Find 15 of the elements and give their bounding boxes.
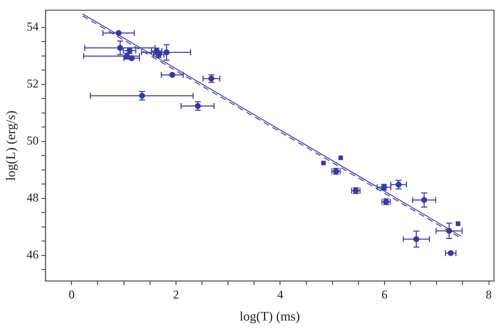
- y-tick-label: 46: [26, 248, 39, 262]
- y-tick-label: 52: [26, 76, 39, 90]
- y-tick-label: 54: [26, 19, 39, 34]
- x-tick-label: 2: [172, 287, 179, 302]
- y-axis-title: log(L) (erg/s): [3, 110, 18, 181]
- point: [456, 221, 460, 226]
- x-axis-title: log(T) (ms): [240, 308, 300, 324]
- y-tick-label: 48: [26, 190, 39, 204]
- point: [338, 156, 343, 160]
- x-tick-label: 4: [277, 287, 284, 302]
- y-tick-label: 50: [26, 133, 39, 148]
- x-tick-label: 6: [382, 287, 388, 302]
- point: [321, 160, 326, 166]
- x-tick-label: 0: [68, 287, 75, 302]
- x-tick-label: 8: [486, 287, 492, 302]
